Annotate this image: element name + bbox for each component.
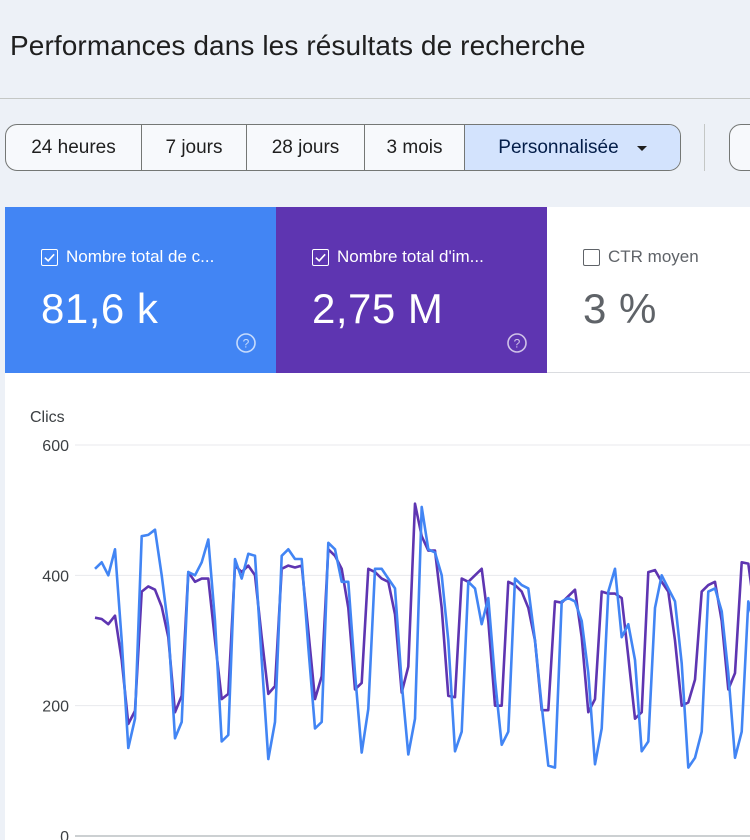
caret-down-icon [636, 146, 647, 151]
series-line-impressions [94, 502, 750, 726]
range-3-months-label: 3 mois [386, 136, 443, 158]
metric-impressions-value: 2,75 M [312, 285, 444, 332]
checkbox-checked-icon[interactable] [41, 248, 58, 266]
metric-card-clicks[interactable]: Nombre total de c... 81,6 k ? [5, 207, 276, 373]
metric-impressions-label: Nombre total d'im... [337, 247, 484, 266]
y-tick-label: 600 [42, 438, 69, 455]
svg-text:?: ? [514, 337, 521, 351]
date-range-selector: 24 heures 7 jours 28 jours 3 mois Person… [5, 124, 681, 171]
add-filter-button[interactable] [729, 124, 750, 171]
metric-ctr-label: CTR moyen [608, 247, 699, 266]
metric-clicks-label: Nombre total de c... [66, 247, 215, 266]
y-tick-label: 200 [42, 699, 69, 716]
toolbar-divider [704, 124, 705, 171]
metric-ctr-header: CTR moyen [583, 247, 750, 267]
help-circle-icon[interactable]: ? [506, 332, 528, 354]
help-circle-icon[interactable]: ? [235, 332, 257, 354]
range-custom-label: Personnalisée [498, 136, 619, 158]
metric-ctr-value: 3 % [583, 285, 657, 332]
range-3-months-button[interactable]: 3 mois [365, 125, 465, 170]
metric-card-impressions[interactable]: Nombre total d'im... 2,75 M ? [276, 207, 547, 373]
range-custom-dropdown[interactable]: Personnalisée [465, 125, 680, 170]
range-28-days-button[interactable]: 28 jours [247, 125, 365, 170]
checkbox-unchecked-icon[interactable] [583, 248, 600, 266]
metric-card-ctr[interactable]: CTR moyen 3 % [547, 207, 750, 373]
series-line-clicks [94, 505, 750, 769]
checkbox-checked-icon[interactable] [312, 248, 329, 266]
range-24-hours-button[interactable]: 24 heures [6, 125, 142, 170]
svg-text:?: ? [243, 337, 250, 351]
title-divider [0, 98, 750, 99]
metric-impressions-header: Nombre total d'im... [312, 247, 547, 267]
performance-chart: Clics 600 400 200 0 [5, 373, 750, 840]
line-chart: 600 400 200 0 [42, 438, 750, 840]
y-tick-label: 0 [60, 829, 69, 840]
metric-clicks-header: Nombre total de c... [41, 247, 276, 267]
y-axis-title: Clics [30, 409, 65, 426]
y-tick-label: 400 [42, 568, 69, 585]
page-title: Performances dans les résultats de reche… [10, 30, 586, 61]
range-7-days-button[interactable]: 7 jours [142, 125, 247, 170]
metric-clicks-value: 81,6 k [41, 285, 159, 332]
range-28-days-label: 28 jours [271, 136, 340, 158]
range-24-hours-label: 24 heures [31, 136, 116, 158]
range-7-days-label: 7 jours [165, 136, 223, 158]
metric-cards: Nombre total de c... 81,6 k ? Nombre tot… [5, 207, 750, 373]
